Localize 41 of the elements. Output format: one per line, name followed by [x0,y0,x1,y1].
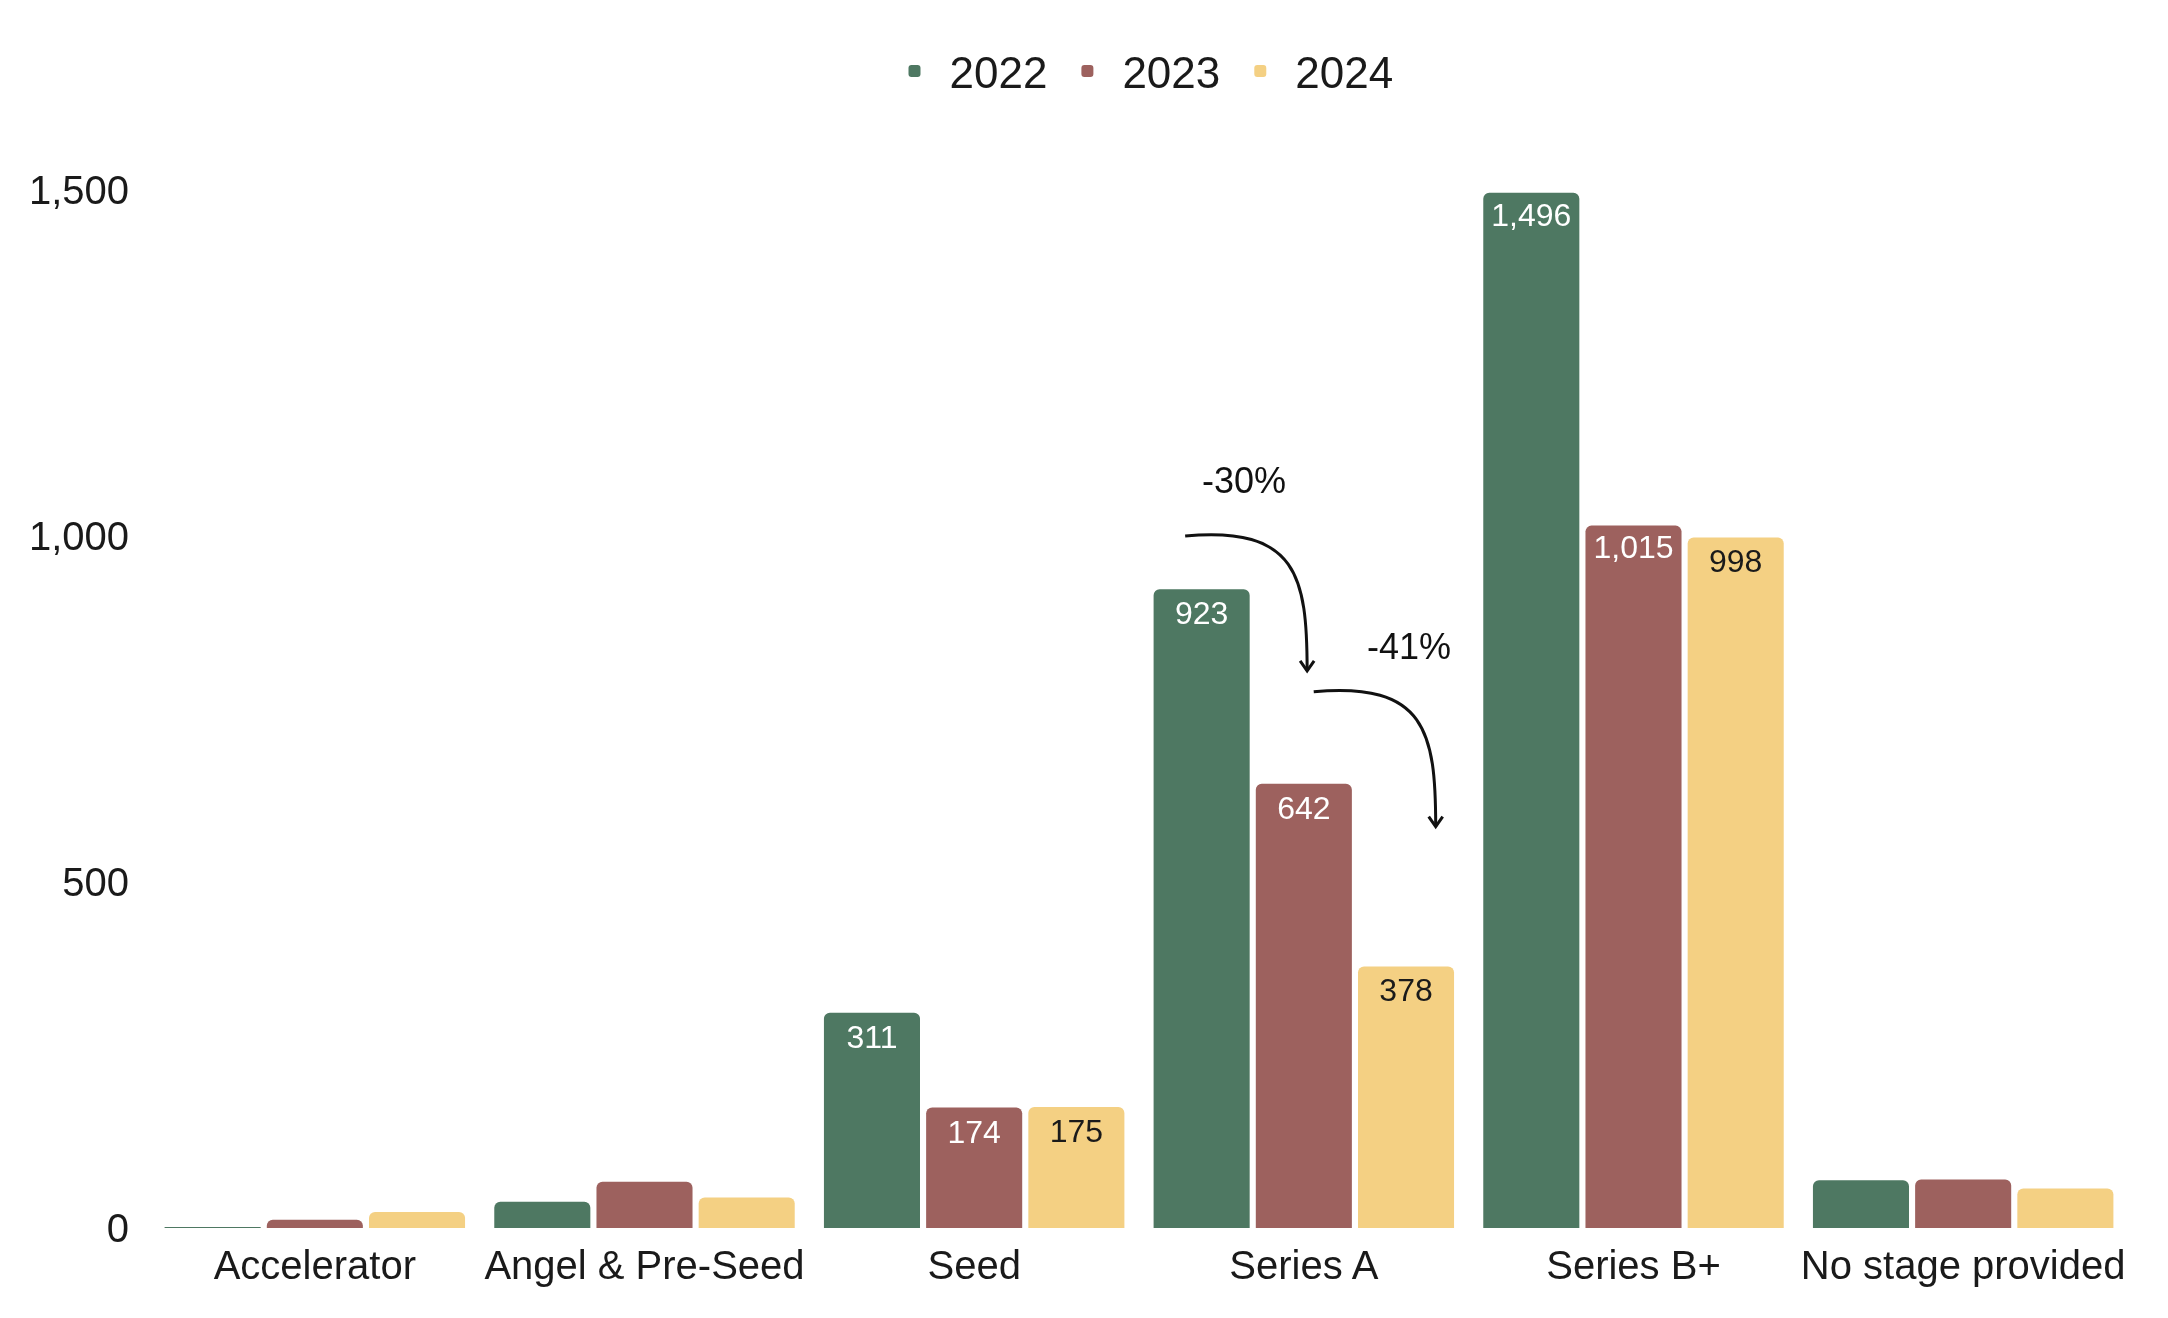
data-label: 923 [1174,595,1229,632]
bar [1585,525,1682,1228]
bar [1358,966,1455,1228]
annotation: -41% [1367,626,1452,667]
data-label: 311 [846,1018,898,1055]
bar [1483,192,1580,1228]
bar [494,1201,591,1228]
data-label: 1,496 [1491,196,1572,233]
data-label: 378 [1379,972,1433,1009]
annotation: -30% [1202,460,1287,501]
x-tick-label: Series B+ [1546,1243,1721,1287]
data-label: 175 [1049,1112,1104,1149]
y-tick-label: 1,500 [28,168,129,212]
legend-label: 2023 [1122,48,1221,98]
bar [1687,537,1784,1228]
bar [1915,1179,2012,1228]
bar [596,1181,693,1228]
x-tick-label: Series A [1229,1243,1379,1287]
x-tick-label: Seed [927,1243,1021,1287]
bar [266,1219,363,1228]
x-tick-label: Accelerator [213,1243,416,1287]
data-label: 1,015 [1593,529,1674,566]
bar [823,1012,920,1228]
legend-label: 2024 [1295,48,1394,98]
y-tick-label: 500 [62,860,129,904]
bar [1255,783,1352,1228]
data-label: 998 [1709,543,1763,580]
data-label: 174 [947,1113,1001,1150]
x-tick-label: No stage provided [1800,1243,2126,1287]
bar [1812,1180,1909,1228]
y-tick-label: 1,000 [28,514,129,558]
bar [698,1197,795,1228]
bar [2017,1188,2114,1228]
legend-label: 2022 [949,48,1048,98]
y-tick-label: 0 [106,1206,129,1250]
bar [1028,1106,1125,1228]
bar [369,1212,466,1228]
bar [926,1107,1023,1228]
bar [1153,589,1250,1228]
data-label: 642 [1277,789,1331,826]
x-tick-label: Angel & Pre-Seed [484,1243,805,1287]
